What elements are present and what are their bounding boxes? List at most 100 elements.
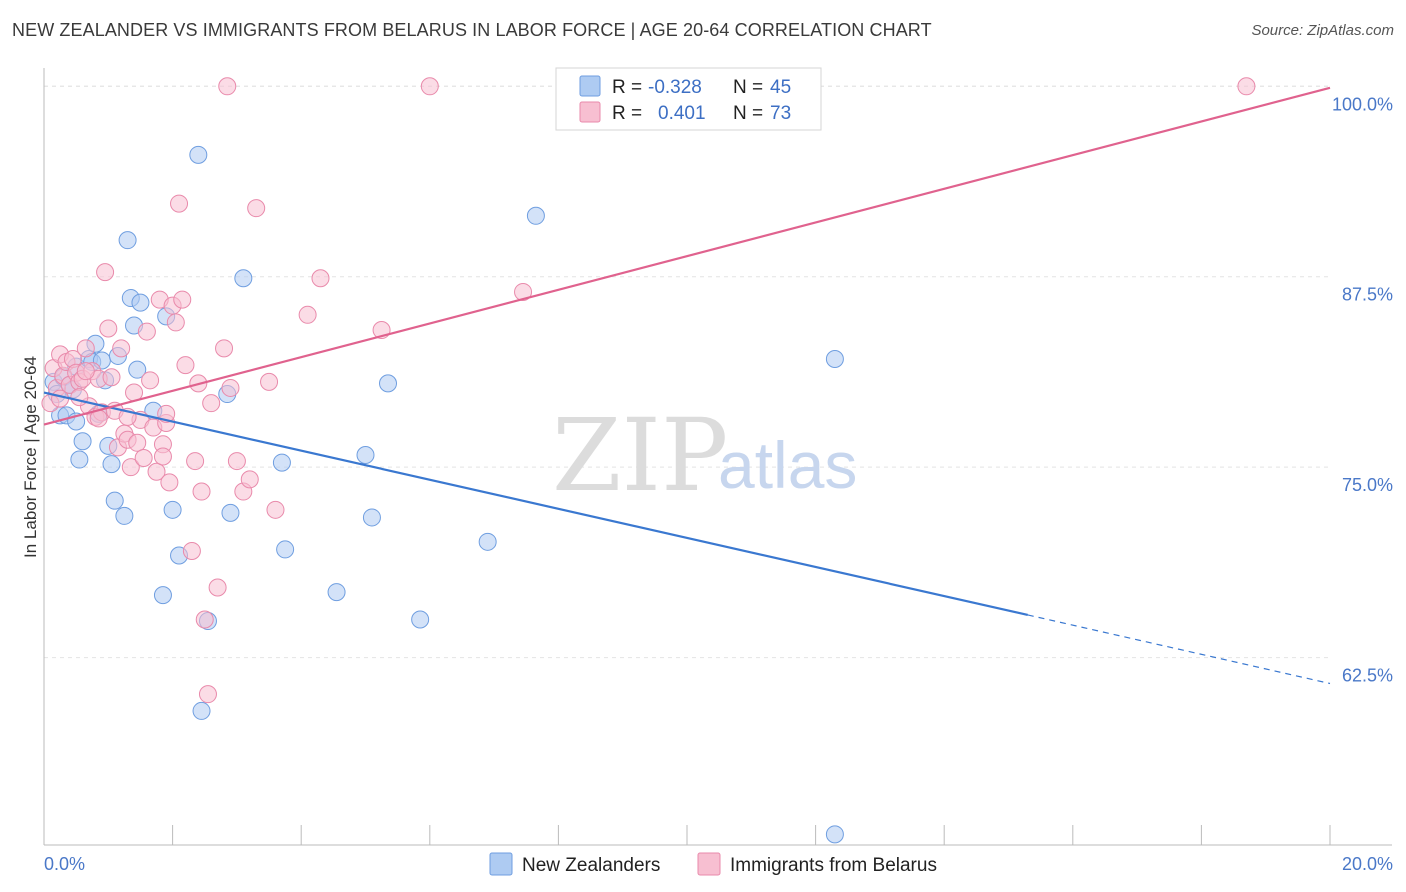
point-s0-47 <box>825 349 844 368</box>
trend-line-immigrants-belarus <box>43 86 1331 426</box>
legend-n-label-0: N = <box>733 77 763 98</box>
trend-line-new-zealanders-extension <box>1027 614 1331 685</box>
trend-line-new-zealanders <box>43 391 1029 617</box>
point-s1-50 <box>208 578 227 597</box>
point-s1-29 <box>134 449 153 468</box>
point-s0-40 <box>327 583 346 602</box>
point-s1-33 <box>147 462 166 481</box>
legend-n-value-1: 73 <box>770 103 791 124</box>
series-legend-swatch-immigrants-belarus <box>697 852 721 876</box>
point-s0-43 <box>379 374 398 393</box>
y-tick-labels: 100.0% 87.5% 75.0% 62.5% <box>1332 94 1393 685</box>
x-tick-label-0: 0.0% <box>44 854 85 874</box>
y-tick-label-2: 75.0% <box>1342 475 1393 495</box>
point-s0-32 <box>189 145 208 164</box>
point-s1-40 <box>170 194 189 213</box>
legend-n-label-1: N = <box>733 103 763 124</box>
point-s1-65 <box>1237 77 1256 96</box>
series-legend-label-new-zealanders: New Zealanders <box>522 855 660 876</box>
point-s1-67 <box>70 388 89 407</box>
point-s1-11 <box>76 339 95 358</box>
point-s1-55 <box>240 470 259 489</box>
y-tick-label-3: 62.5% <box>1342 666 1393 686</box>
point-s0-44 <box>411 610 430 629</box>
point-s1-64 <box>420 77 439 96</box>
series-legend-swatch-new-zealanders <box>489 852 513 876</box>
y-tick-label-1: 87.5% <box>1342 285 1393 305</box>
point-s1-43 <box>182 541 201 560</box>
point-s1-60 <box>311 269 330 288</box>
point-s0-46 <box>526 206 545 225</box>
point-s1-68 <box>76 362 95 381</box>
point-s1-51 <box>215 339 234 358</box>
point-s1-46 <box>192 482 211 501</box>
legend-r-label-0: R = <box>612 77 642 98</box>
y-tick-label-0: 100.0% <box>1332 94 1393 114</box>
point-s1-57 <box>260 372 279 391</box>
point-s1-27 <box>128 433 147 452</box>
point-s1-59 <box>298 305 317 324</box>
point-s0-21 <box>115 506 134 525</box>
watermark-atlas: atlas <box>718 428 857 502</box>
point-s0-30 <box>163 500 182 519</box>
x-tick-labels: 0.0% 20.0% <box>44 854 1393 874</box>
point-s0-41 <box>356 445 375 464</box>
trend-lines <box>43 86 1331 685</box>
point-s0-48 <box>825 825 844 844</box>
data-points <box>41 77 1256 844</box>
point-s1-52 <box>221 378 240 397</box>
point-s1-41 <box>173 290 192 309</box>
point-s0-39 <box>276 540 295 559</box>
source-credit: Source: ZipAtlas.com <box>1251 22 1394 39</box>
point-s0-9 <box>70 450 89 469</box>
point-s1-56 <box>247 199 266 218</box>
point-s0-37 <box>234 269 253 288</box>
point-s0-45 <box>478 532 497 551</box>
point-s0-22 <box>118 231 137 250</box>
grid-lines <box>44 85 1330 659</box>
point-s1-63 <box>218 77 237 96</box>
point-s1-42 <box>176 356 195 375</box>
point-s0-18 <box>102 455 121 474</box>
axes <box>43 68 1392 846</box>
legend-r-value-0: -0.328 <box>648 77 702 98</box>
series-legend-label-immigrants-belarus: Immigrants from Belarus <box>730 855 937 876</box>
point-s0-38 <box>272 453 291 472</box>
point-s1-58 <box>266 500 285 519</box>
watermark-zip: ZIP <box>552 397 728 514</box>
point-s1-47 <box>195 610 214 629</box>
point-s1-44 <box>186 452 205 471</box>
point-s0-26 <box>131 293 150 312</box>
chart-title: NEW ZEALANDER VS IMMIGRANTS FROM BELARUS… <box>12 20 932 40</box>
point-s1-22 <box>112 339 131 358</box>
point-s0-28 <box>153 586 172 605</box>
point-s0-25 <box>128 360 147 379</box>
legend-swatch-new-zealanders <box>579 75 601 97</box>
point-s1-39 <box>166 313 185 332</box>
series-legend: New Zealanders Immigrants from Belarus <box>489 852 937 876</box>
point-s1-53 <box>227 452 246 471</box>
point-s1-70 <box>153 447 172 466</box>
point-s0-10 <box>73 432 92 451</box>
legend-swatch-immigrants-belarus <box>579 101 601 123</box>
point-s1-48 <box>198 685 217 704</box>
legend-r-label-1: R = <box>612 103 642 124</box>
point-s0-19 <box>105 491 124 510</box>
point-s1-17 <box>96 263 115 282</box>
point-s1-37 <box>160 473 179 492</box>
point-s1-31 <box>141 371 160 390</box>
point-s1-62 <box>514 282 533 301</box>
point-s1-30 <box>137 322 156 341</box>
point-s1-49 <box>202 394 221 413</box>
point-s1-25 <box>121 458 140 477</box>
stats-legend: R = -0.328 N = 45 R = 0.401 N = 73 <box>555 67 822 131</box>
point-s1-18 <box>99 319 118 338</box>
point-s0-36 <box>221 503 240 522</box>
y-axis-label: In Labor Force | Age 20-64 <box>21 356 40 558</box>
legend-n-value-0: 45 <box>770 77 791 98</box>
watermark: ZIP atlas <box>552 397 857 514</box>
x-tick-label-1: 20.0% <box>1342 854 1393 874</box>
point-s0-34 <box>192 701 211 720</box>
point-s0-42 <box>362 508 381 527</box>
